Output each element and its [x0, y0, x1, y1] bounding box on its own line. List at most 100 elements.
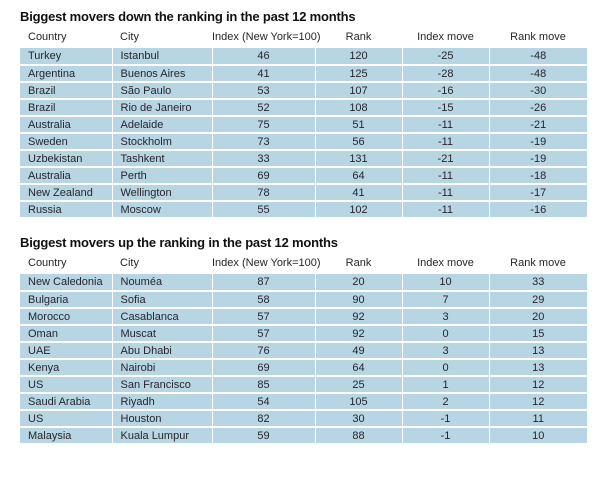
table-cell: 13: [489, 342, 587, 360]
table-cell: 90: [315, 291, 403, 309]
table-cell: -17: [489, 184, 587, 202]
table-cell: 73: [212, 133, 316, 151]
table-cell: -11: [402, 167, 490, 185]
movers-down-header: Country City Index (New York=100) Rank Index…: [20, 29, 587, 48]
table-cell: Adelaide: [112, 116, 213, 134]
table-cell: Moscow: [112, 201, 213, 219]
table-cell: 12: [489, 376, 587, 394]
table-cell: Australia: [20, 167, 113, 185]
table-cell: -16: [489, 201, 587, 219]
table-cell: -15: [402, 99, 490, 117]
table-cell: 57: [212, 308, 316, 326]
table-cell: -48: [489, 65, 587, 83]
table-row: Australia Adelaide 75 51 -11 -21: [20, 116, 587, 134]
table-cell: 69: [212, 167, 316, 185]
table-cell: 55: [212, 201, 316, 219]
table-cell: 52: [212, 99, 316, 117]
table-cell: -19: [489, 133, 587, 151]
table-row: Brazil Rio de Janeiro 52 108 -15 -26: [20, 99, 587, 117]
table-cell: 29: [489, 291, 587, 309]
table-row: UAE Abu Dhabi 76 49 3 13: [20, 342, 587, 360]
table-cell: -21: [489, 116, 587, 134]
table-cell: 13: [489, 359, 587, 377]
column-header: Index (New York=100): [212, 29, 321, 48]
table-cell: Saudi Arabia: [20, 393, 113, 411]
table-cell: Nouméa: [112, 274, 213, 292]
movers-up-section: Biggest movers up the ranking in the pas…: [20, 235, 587, 445]
column-header: Rank move: [489, 255, 587, 274]
table-cell: 76: [212, 342, 316, 360]
column-header: Country: [20, 255, 112, 274]
table-cell: 30: [315, 410, 403, 428]
table-cell: 41: [315, 184, 403, 202]
table-row: Bulgaria Sofia 58 90 7 29: [20, 291, 587, 309]
column-header: Index move: [402, 29, 489, 48]
table-cell: 46: [212, 48, 316, 66]
table-cell: Argentina: [20, 65, 113, 83]
table-cell: Riyadh: [112, 393, 213, 411]
table-row: Sweden Stockholm 73 56 -11 -19: [20, 133, 587, 151]
table-cell: 20: [489, 308, 587, 326]
table-cell: Australia: [20, 116, 113, 134]
table-cell: Buenos Aires: [112, 65, 213, 83]
table-cell: -11: [402, 201, 490, 219]
table-cell: Tashkent: [112, 150, 213, 168]
table-row: Uzbekistan Tashkent 33 131 -21 -19: [20, 150, 587, 168]
table-row: Kenya Nairobi 69 64 0 13: [20, 359, 587, 377]
column-header: Index move: [402, 255, 489, 274]
table-cell: UAE: [20, 342, 113, 360]
table-row: New Zealand Wellington 78 41 -11 -17: [20, 184, 587, 202]
table-cell: US: [20, 410, 113, 428]
column-header: City: [112, 29, 212, 48]
table-cell: 87: [212, 274, 316, 292]
table-cell: 64: [315, 167, 403, 185]
table-row: Morocco Casablanca 57 92 3 20: [20, 308, 587, 326]
table-cell: Brazil: [20, 99, 113, 117]
table-row: Argentina Buenos Aires 41 125 -28 -48: [20, 65, 587, 83]
table-cell: Muscat: [112, 325, 213, 343]
table-cell: 85: [212, 376, 316, 394]
table-cell: 7: [402, 291, 490, 309]
table-cell: New Zealand: [20, 184, 113, 202]
table-cell: 41: [212, 65, 316, 83]
table-cell: Kenya: [20, 359, 113, 377]
table-row: Turkey Istanbul 46 120 -25 -48: [20, 48, 587, 66]
table-row: Malaysia Kuala Lumpur 59 88 -1 10: [20, 427, 587, 445]
column-header: Rank: [315, 29, 402, 48]
table-cell: Russia: [20, 201, 113, 219]
table-cell: Sweden: [20, 133, 113, 151]
movers-up-table: Country City Index (New York=100) Rank Index…: [20, 255, 587, 445]
table-cell: Kuala Lumpur: [112, 427, 213, 445]
table-cell: San Francisco: [112, 376, 213, 394]
table-row: Brazil São Paulo 53 107 -16 -30: [20, 82, 587, 100]
table-cell: Stockholm: [112, 133, 213, 151]
table-cell: -48: [489, 48, 587, 66]
table-cell: 125: [315, 65, 403, 83]
table-cell: 10: [489, 427, 587, 445]
table-cell: 3: [402, 308, 490, 326]
table-cell: Oman: [20, 325, 113, 343]
table-cell: Perth: [112, 167, 213, 185]
table-cell: -11: [402, 133, 490, 151]
table-cell: -28: [402, 65, 490, 83]
table-cell: Houston: [112, 410, 213, 428]
movers-down-title: Biggest movers down the ranking in the p…: [20, 9, 356, 24]
table-cell: Turkey: [20, 48, 113, 66]
table-cell: 33: [489, 274, 587, 292]
table-cell: US: [20, 376, 113, 394]
table-cell: São Paulo: [112, 82, 213, 100]
table-cell: 131: [315, 150, 403, 168]
table-cell: Nairobi: [112, 359, 213, 377]
table-cell: 11: [489, 410, 587, 428]
table-cell: 82: [212, 410, 316, 428]
table-cell: 3: [402, 342, 490, 360]
table-cell: 25: [315, 376, 403, 394]
movers-up-header: Country City Index (New York=100) Rank Index…: [20, 255, 587, 274]
table-cell: Malaysia: [20, 427, 113, 445]
table-cell: 69: [212, 359, 316, 377]
movers-up-title: Biggest movers up the ranking in the pas…: [20, 235, 338, 250]
table-cell: -30: [489, 82, 587, 100]
column-header: Country: [20, 29, 112, 48]
table-cell: -1: [402, 427, 490, 445]
table-row: US San Francisco 85 25 1 12: [20, 376, 587, 394]
